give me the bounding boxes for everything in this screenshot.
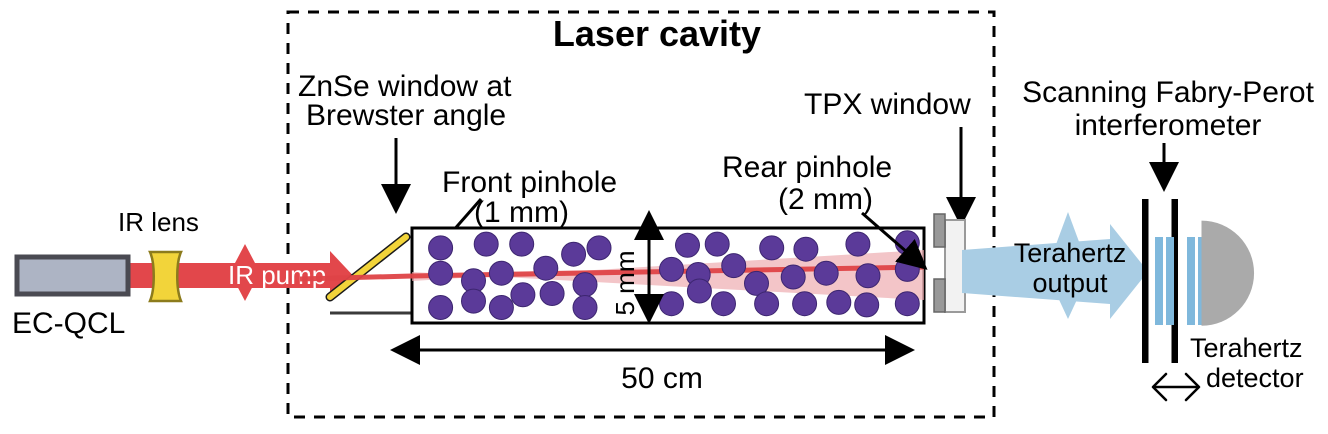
svg-text:Brewster angle: Brewster angle	[306, 99, 506, 132]
svg-text:(2 mm): (2 mm)	[778, 183, 873, 216]
svg-text:Scanning Fabry-Perot: Scanning Fabry-Perot	[1022, 76, 1314, 109]
svg-text:Terahertz: Terahertz	[1190, 333, 1303, 363]
svg-text:5 mm: 5 mm	[610, 251, 640, 316]
svg-text:detector: detector	[1206, 363, 1304, 393]
svg-text:50 cm: 50 cm	[621, 362, 703, 395]
svg-text:Laser cavity: Laser cavity	[553, 13, 761, 54]
svg-text:IR lens: IR lens	[118, 207, 199, 237]
svg-text:Front pinhole: Front pinhole	[442, 166, 617, 199]
svg-text:IR pump: IR pump	[228, 260, 326, 290]
svg-text:Terahertz: Terahertz	[1014, 238, 1127, 268]
svg-text:(1 mm): (1 mm)	[474, 196, 569, 229]
svg-text:Rear pinhole: Rear pinhole	[722, 151, 892, 184]
svg-text:TPX window: TPX window	[804, 88, 971, 121]
svg-text:output: output	[1032, 268, 1108, 298]
svg-text:interferometer: interferometer	[1075, 109, 1262, 142]
svg-text:EC-QCL: EC-QCL	[12, 307, 125, 340]
